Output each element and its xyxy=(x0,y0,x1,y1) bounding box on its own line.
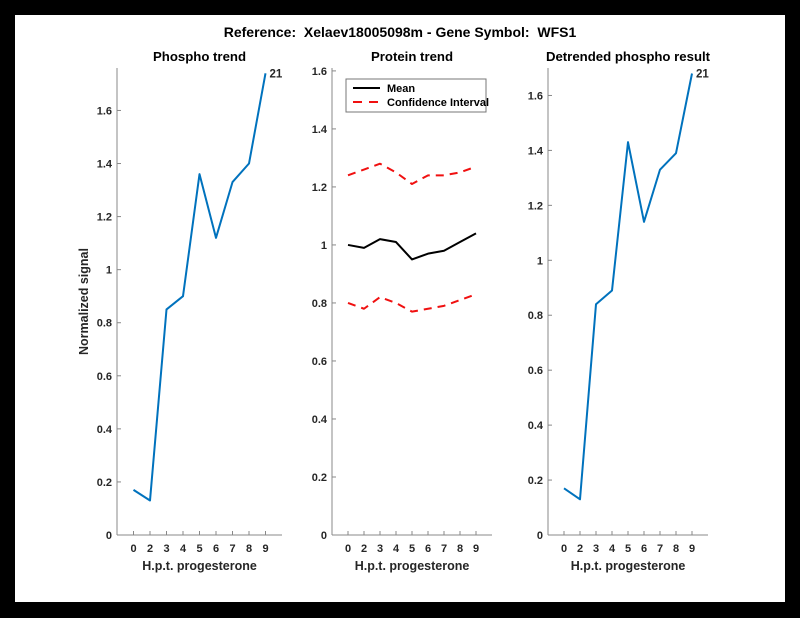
figure-canvas: Reference: Xelaev18005098m - Gene Symbol… xyxy=(15,15,785,602)
chart-text: 7 xyxy=(229,543,235,555)
chart-text: 1.4 xyxy=(528,145,544,157)
chart-text: 1 xyxy=(537,255,543,267)
chart-text: 1.6 xyxy=(97,105,112,117)
chart-text: 1 xyxy=(106,265,112,277)
chart-text: 9 xyxy=(262,543,268,555)
chart-text: 0.8 xyxy=(312,298,327,310)
chart-text: 0.6 xyxy=(312,356,327,368)
chart-text: 8 xyxy=(673,543,679,555)
chart-text: 7 xyxy=(441,543,447,555)
chart-text: 0.2 xyxy=(528,475,543,487)
chart-text: 3 xyxy=(377,543,383,555)
plots-svg: 00.20.40.60.811.21.41.60 2 3 4 5 6 7 8 9Phospho … xyxy=(77,49,711,573)
chart-text: 4 xyxy=(180,543,187,555)
chart-text: 8 xyxy=(246,543,252,555)
chart-text: Phospho trend xyxy=(153,49,246,64)
chart-text: 21 xyxy=(696,68,709,80)
figure-title: Reference: Xelaev18005098m - Gene Symbol… xyxy=(223,24,577,40)
chart-text: 0 xyxy=(106,530,112,542)
phospho-line xyxy=(132,73,267,502)
chart-text: 5 xyxy=(196,543,202,555)
mean-line xyxy=(347,232,477,261)
chart-text: 0.4 xyxy=(312,414,328,426)
chart-text: 21 xyxy=(270,68,283,80)
chart-text: Detrended phospho result xyxy=(546,49,711,64)
chart-text: H.p.t. progesterone xyxy=(142,559,257,573)
chart-text: 0.8 xyxy=(528,310,543,322)
detrended-line xyxy=(563,73,693,501)
chart-text: H.p.t. progesterone xyxy=(571,559,686,573)
chart-text: 4 xyxy=(393,543,400,555)
ci-lower-line xyxy=(347,293,477,313)
chart-text: 2 xyxy=(361,543,367,555)
chart-text: 1.4 xyxy=(312,124,328,136)
chart-text: 5 xyxy=(625,543,631,555)
chart-text: 8 xyxy=(457,543,463,555)
chart-text: Normalized signal xyxy=(77,248,91,355)
legend-box xyxy=(345,78,487,113)
chart-text: 0.4 xyxy=(97,424,113,436)
chart-text: 6 xyxy=(425,543,431,555)
chart-text: 5 xyxy=(409,543,415,555)
chart-text: Confidence Interval xyxy=(387,97,489,109)
chart-text: 6 xyxy=(213,543,219,555)
ci-upper-line xyxy=(347,162,477,186)
chart-text: 1.6 xyxy=(312,66,327,78)
chart-text: 3 xyxy=(593,543,599,555)
chart-text: 6 xyxy=(641,543,647,555)
chart-text: 9 xyxy=(473,543,479,555)
chart-text: 1.4 xyxy=(97,159,113,171)
chart-text: 0 xyxy=(345,543,351,555)
chart-text: 0.2 xyxy=(97,477,112,489)
chart-text: 3 xyxy=(163,543,169,555)
chart-text: 0 xyxy=(321,530,327,542)
chart-text: 1.2 xyxy=(528,200,543,212)
chart-text: 2 xyxy=(147,543,153,555)
chart-text: 9 xyxy=(689,543,695,555)
chart-text: 0 xyxy=(130,543,136,555)
chart-text: 0.6 xyxy=(528,365,543,377)
chart-text: 0.8 xyxy=(97,318,112,330)
chart-text: Mean xyxy=(387,83,415,95)
chart-text: 0 xyxy=(561,543,567,555)
chart-text: 1 xyxy=(321,240,327,252)
chart-text: 0.2 xyxy=(312,472,327,484)
chart-text: H.p.t. progesterone xyxy=(355,559,470,573)
chart-text: 0 xyxy=(537,530,543,542)
chart-text: 4 xyxy=(609,543,616,555)
chart-text: 2 xyxy=(577,543,583,555)
chart-text: 1.6 xyxy=(528,90,543,102)
chart-text: Protein trend xyxy=(371,49,453,64)
chart-text: 0.6 xyxy=(97,371,112,383)
chart-text: 1.2 xyxy=(312,182,327,194)
chart-text: 7 xyxy=(657,543,663,555)
chart-text: 0.4 xyxy=(528,420,544,432)
chart-text: 1.2 xyxy=(97,212,112,224)
